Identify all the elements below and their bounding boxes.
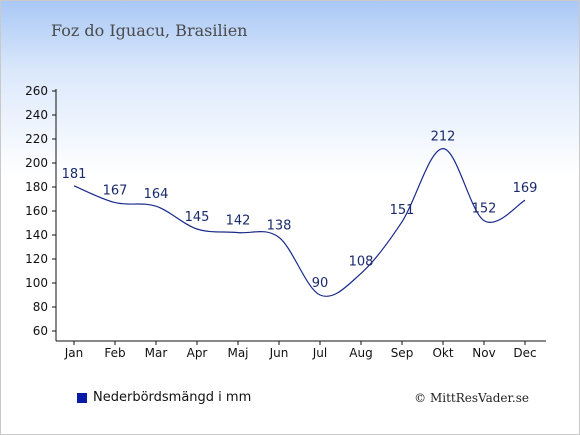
data-label: 108 <box>349 254 374 269</box>
y-tick-label: 220 <box>25 132 48 146</box>
y-tick-label: 80 <box>33 300 48 314</box>
data-label: 212 <box>431 130 456 145</box>
y-tick-label: 60 <box>33 324 48 338</box>
x-tick-label: Jun <box>269 346 289 360</box>
data-label: 164 <box>144 187 169 202</box>
x-tick-label: Feb <box>104 346 125 360</box>
data-label: 90 <box>312 276 329 291</box>
x-tick-label: Apr <box>187 346 208 360</box>
chart-title: Foz do Iguacu, Brasilien <box>51 21 248 40</box>
x-tick-label: Aug <box>349 346 372 360</box>
copyright-text: © MittResVader.se <box>414 391 529 405</box>
y-tick-label: 240 <box>25 108 48 122</box>
x-tick-label: Jul <box>312 346 327 360</box>
x-tick-label: Jan <box>64 346 84 360</box>
data-label: 145 <box>185 210 210 225</box>
y-tick-label: 200 <box>25 156 48 170</box>
data-label: 181 <box>62 167 87 182</box>
x-tick-label: Okt <box>432 346 453 360</box>
x-tick-label: Nov <box>472 346 495 360</box>
legend-swatch <box>77 392 87 403</box>
x-tick-label: Mar <box>145 346 168 360</box>
y-tick-label: 100 <box>25 276 48 290</box>
y-tick-label: 260 <box>25 84 48 98</box>
data-label: 151 <box>390 203 415 218</box>
y-tick-label: 180 <box>25 180 48 194</box>
x-tick-label: Sep <box>391 346 414 360</box>
data-label: 138 <box>267 218 292 233</box>
y-tick-label: 120 <box>25 252 48 266</box>
data-label: 142 <box>226 214 251 229</box>
legend-label: Nederbördsmängd i mm <box>93 390 252 405</box>
data-label: 152 <box>472 202 497 217</box>
y-tick-label: 160 <box>25 204 48 218</box>
x-tick-label: Dec <box>513 346 536 360</box>
data-label: 169 <box>513 181 538 196</box>
series-line <box>73 147 526 297</box>
legend: Nederbördsmängd i mm <box>77 390 251 405</box>
y-tick-label: 140 <box>25 228 48 242</box>
x-tick-label: Maj <box>227 346 248 360</box>
data-label: 167 <box>103 184 128 199</box>
